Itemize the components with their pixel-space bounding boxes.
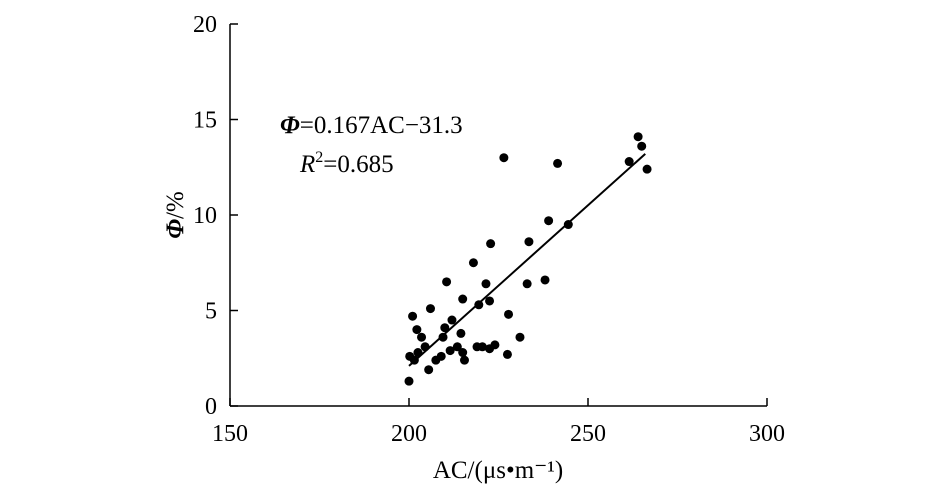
data-point (412, 325, 422, 335)
x-axis-title: AC/(μs•m⁻¹) (433, 457, 563, 484)
y-tick-label: 10 (193, 203, 217, 229)
data-point (408, 311, 418, 321)
data-point (447, 315, 457, 325)
data-point (445, 346, 455, 356)
data-point (515, 332, 525, 342)
data-point (425, 304, 435, 314)
data-point (424, 365, 434, 375)
data-point (522, 279, 532, 289)
data-point (624, 157, 634, 167)
axes (229, 24, 767, 407)
data-point (553, 158, 563, 168)
y-tick-label: 20 (193, 12, 217, 38)
data-point (413, 348, 423, 358)
data-point (481, 279, 491, 289)
data-point (409, 355, 419, 365)
data-point (544, 216, 554, 226)
data-point (486, 239, 496, 249)
data-point (440, 323, 450, 333)
y-tick-label: 15 (193, 108, 217, 134)
data-point (502, 349, 512, 359)
y-tick-label: 0 (205, 394, 217, 420)
data-point (637, 141, 647, 151)
data-point (540, 275, 550, 285)
data-point (458, 294, 468, 304)
data-point (452, 342, 462, 352)
fit-line-group (408, 153, 646, 367)
data-point (459, 355, 469, 365)
data-point (477, 342, 487, 352)
data-point (436, 351, 446, 361)
data-point (474, 300, 484, 310)
data-point (524, 237, 534, 247)
data-points (404, 132, 652, 386)
data-point (490, 340, 500, 350)
x-tick-label: 150 (212, 421, 248, 447)
fit-equation-label: Φ=0.167AC−31.3 (280, 112, 463, 139)
data-point (633, 132, 643, 142)
y-tick-label: 5 (205, 299, 217, 325)
data-point (499, 153, 509, 163)
data-point (458, 348, 468, 358)
data-point (420, 342, 430, 352)
data-point (485, 296, 495, 306)
x-tick-label: 250 (570, 421, 606, 447)
data-point (563, 220, 573, 230)
data-point (504, 309, 514, 319)
data-point (417, 332, 427, 342)
ticks: 150 200 250 300 0 5 10 15 20 (193, 12, 785, 447)
data-point (438, 332, 448, 342)
x-tick-label: 200 (391, 421, 427, 447)
x-tick-label: 300 (749, 421, 785, 447)
data-point (456, 328, 466, 338)
r2-label: R2=0.685 (299, 149, 394, 178)
regression-line (408, 153, 646, 367)
data-point (642, 164, 652, 174)
data-point (404, 376, 414, 386)
data-point (442, 277, 452, 287)
y-axis-title: Φ/% (162, 191, 189, 239)
data-point (468, 258, 478, 268)
